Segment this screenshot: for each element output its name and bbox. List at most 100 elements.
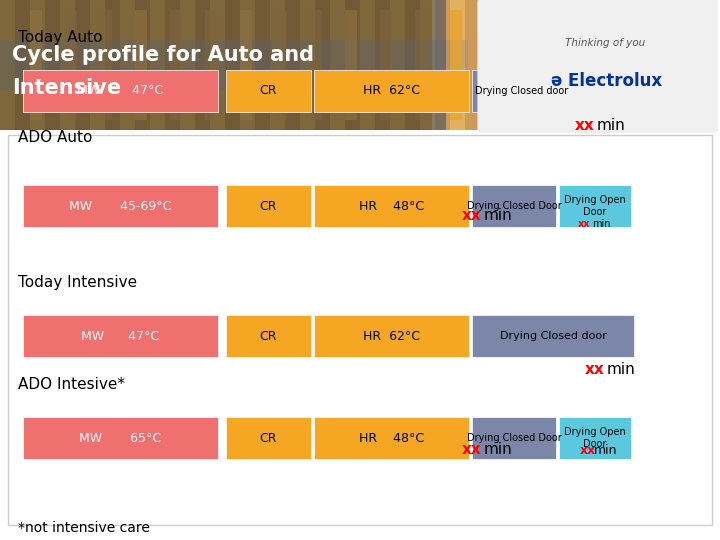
Bar [300, 0, 315, 130]
Bar [30, 10, 42, 120]
Text: CR: CR [260, 329, 277, 342]
Bar [45, 0, 60, 130]
Bar [210, 0, 225, 130]
Bar [240, 10, 252, 120]
Bar [100, 10, 112, 120]
Text: CR: CR [260, 431, 277, 444]
Bar [255, 0, 270, 130]
Text: Drying Closed Door: Drying Closed Door [467, 201, 562, 211]
Bar [225, 0, 240, 130]
Text: Cycle profile for Auto and: Cycle profile for Auto and [12, 45, 314, 65]
Bar [420, 0, 435, 130]
Text: xx: xx [578, 219, 590, 229]
Bar [435, 0, 450, 130]
Bar [170, 10, 182, 120]
Bar [485, 10, 497, 120]
Bar [23, 315, 218, 357]
Bar [165, 0, 180, 130]
Bar [472, 185, 556, 227]
Text: Thinking of you: Thinking of you [564, 38, 645, 48]
Text: min: min [484, 208, 513, 223]
Bar [226, 185, 311, 227]
Text: min: min [592, 219, 611, 229]
Text: xx: xx [585, 362, 605, 377]
Bar [285, 0, 300, 130]
Text: ADO Intesive*: ADO Intesive* [18, 377, 125, 392]
Text: Drying Open
Door: Drying Open Door [564, 427, 626, 449]
Bar [314, 185, 469, 227]
Bar [315, 0, 330, 130]
Bar [472, 315, 634, 357]
Text: Intensive: Intensive [12, 78, 121, 98]
Bar [135, 10, 147, 120]
Text: xx: xx [462, 442, 482, 457]
Text: Today Auto: Today Auto [18, 30, 102, 45]
Bar [380, 10, 392, 120]
Bar [90, 0, 105, 130]
Bar [390, 0, 405, 130]
Bar [310, 10, 322, 120]
Bar [472, 70, 572, 112]
Bar [520, 10, 532, 120]
Bar [0, 0, 446, 130]
Text: HR  62°C: HR 62°C [363, 84, 420, 98]
Text: CR: CR [260, 84, 277, 98]
Bar [120, 0, 135, 130]
Bar [465, 0, 480, 130]
Bar [226, 70, 311, 112]
Bar [375, 0, 390, 130]
Bar [75, 0, 90, 130]
Bar [360, 0, 375, 130]
Bar [0, 0, 15, 130]
Bar [314, 70, 469, 112]
Text: min: min [594, 444, 618, 457]
Text: Drying Closed Door: Drying Closed Door [467, 433, 562, 443]
Bar [65, 10, 77, 120]
Text: ADO Auto: ADO Auto [18, 130, 92, 145]
Bar [0, 40, 468, 90]
Text: xx: xx [575, 118, 595, 133]
Text: min: min [484, 442, 513, 457]
Bar [275, 10, 287, 120]
Bar [23, 185, 218, 227]
Text: CR: CR [260, 199, 277, 213]
Bar [472, 417, 556, 459]
Bar [450, 0, 465, 130]
Bar [60, 0, 75, 130]
Text: MW       45-69°C: MW 45-69°C [69, 199, 171, 213]
Bar [30, 0, 45, 130]
Bar [23, 417, 218, 459]
FancyBboxPatch shape [8, 135, 712, 525]
Text: MW        47°C: MW 47°C [78, 84, 163, 98]
Bar [135, 0, 150, 130]
Bar [270, 0, 285, 130]
Bar [226, 315, 311, 357]
Bar [415, 10, 427, 120]
Text: min: min [597, 118, 626, 133]
Text: xx: xx [580, 444, 596, 457]
Text: MW      47°C: MW 47°C [81, 329, 160, 342]
Bar [0, 0, 432, 130]
Text: Drying Closed door: Drying Closed door [500, 331, 606, 341]
Bar [226, 417, 311, 459]
Bar [314, 417, 469, 459]
Bar [405, 0, 420, 130]
Bar [450, 10, 462, 120]
Text: min: min [607, 362, 636, 377]
Bar [23, 70, 218, 112]
Bar [150, 0, 165, 130]
Text: Drying Open
Door: Drying Open Door [564, 195, 626, 217]
Bar [180, 0, 195, 130]
Bar [205, 10, 217, 120]
Bar [330, 0, 345, 130]
Text: Today Intensive: Today Intensive [18, 275, 137, 290]
Bar [345, 0, 360, 130]
Text: xx: xx [462, 208, 482, 223]
Bar [314, 315, 469, 357]
FancyBboxPatch shape [477, 0, 718, 133]
Bar [559, 417, 631, 459]
Text: MW       65°C: MW 65°C [79, 431, 161, 444]
Text: HR  62°C: HR 62°C [363, 329, 420, 342]
Text: *not intensive care: *not intensive care [18, 521, 150, 535]
Text: ǝ Electrolux: ǝ Electrolux [551, 72, 662, 90]
